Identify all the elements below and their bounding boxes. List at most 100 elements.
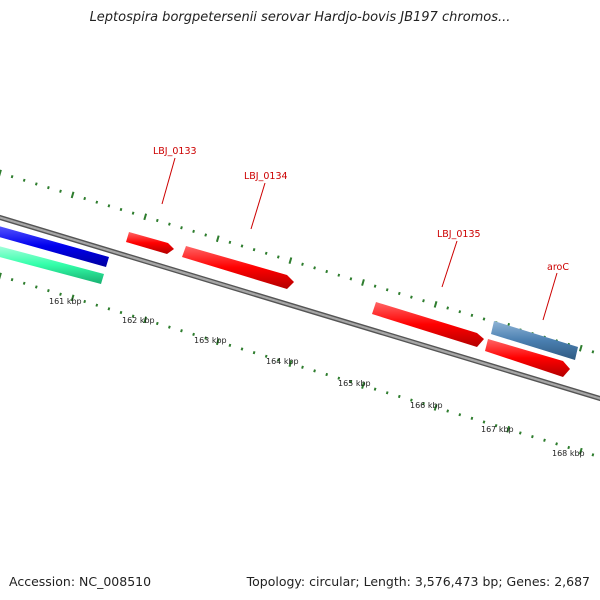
- upper-tick: [83, 196, 87, 201]
- ruler-label-167: 167 kbp: [481, 425, 514, 434]
- upper-tick: [410, 295, 413, 299]
- upper-tick: [228, 240, 232, 244]
- upper-tick: [482, 317, 486, 321]
- gene-LBJ_0133-arrow[interactable]: [126, 232, 174, 254]
- lower-tick: [422, 402, 425, 406]
- lower-tick: [458, 413, 462, 417]
- lower-tick: [567, 445, 571, 450]
- upper-tick: [385, 288, 389, 292]
- lower-tick: [47, 289, 50, 293]
- upper-tick: [70, 191, 75, 199]
- upper-tick: [240, 244, 244, 248]
- lower-tick: [168, 325, 171, 329]
- upper-tick: [337, 273, 341, 277]
- lower-tick: [240, 347, 244, 351]
- chromosome-title: Leptospira borgpetersenii serovar Hardjo…: [89, 10, 511, 25]
- upper-tick: [470, 313, 474, 317]
- upper-tick: [422, 299, 425, 303]
- upper-tick: [168, 222, 171, 226]
- lower-tick: [10, 278, 14, 282]
- lower-tick: [276, 358, 280, 362]
- gene-label-LBJ_0134[interactable]: LBJ_0134: [244, 171, 288, 182]
- upper-tick: [397, 291, 401, 296]
- upper-tick: [301, 262, 304, 266]
- upper-tick: [143, 213, 148, 221]
- lower-tick: [70, 294, 75, 302]
- leader-aroC: [542, 272, 558, 321]
- upper-tick: [591, 350, 595, 354]
- upper-tick: [10, 175, 14, 179]
- backbone-line: [0, 214, 600, 402]
- upper-tick: [34, 182, 38, 186]
- gene-aroC-arrow[interactable]: [485, 339, 570, 377]
- lower-tick: [555, 442, 558, 446]
- upper-tick: [131, 211, 135, 215]
- lower-tick: [349, 380, 353, 384]
- lower-tick: [119, 310, 123, 315]
- lower-tick: [482, 420, 486, 424]
- lower-tick: [410, 398, 413, 402]
- ruler-label-164: 164 kbp: [266, 357, 299, 366]
- ruler-label-163: 163 kbp: [194, 336, 227, 345]
- ruler-label-162: 162 kbp: [122, 316, 155, 325]
- accession-text: Accession: NC_008510: [9, 574, 152, 589]
- lower-tick: [591, 453, 595, 457]
- lower-tick: [313, 369, 316, 373]
- lower-tick: [215, 338, 220, 346]
- lower-tick: [252, 351, 256, 355]
- gene-label-LBJ_0133[interactable]: LBJ_0133: [153, 146, 197, 157]
- feature-blue[interactable]: [0, 225, 109, 267]
- lower-tick: [433, 404, 438, 411]
- gene-label-leaders: [161, 157, 558, 321]
- upper-tick: [288, 257, 293, 264]
- lower-tick: [494, 424, 498, 428]
- lower-tick: [518, 431, 522, 435]
- ruler-label-161: 161 kbp: [49, 297, 82, 306]
- lower-tick: [59, 292, 62, 296]
- gene-LBJ_0135-arrow[interactable]: [372, 302, 484, 347]
- lower-tick: [143, 316, 148, 324]
- upper-tick: [325, 269, 329, 274]
- upper-tick: [107, 204, 111, 208]
- upper-tick: [458, 310, 462, 314]
- ruler-label-168: 168 kbp: [552, 449, 585, 458]
- upper-tick: [95, 200, 99, 204]
- lower-tick: [83, 299, 87, 304]
- lower-tick: [131, 314, 135, 318]
- leader-LBJ_0133: [161, 157, 176, 205]
- gene-label-LBJ_0135[interactable]: LBJ_0135: [437, 229, 481, 240]
- upper-tick: [22, 178, 26, 182]
- upper-tick: [446, 306, 450, 310]
- lower-tick: [204, 336, 208, 340]
- lower-tick: [301, 365, 304, 369]
- lower-tick: [337, 376, 341, 380]
- topology-summary: Topology: circular; Length: 3,576,473 bp…: [246, 574, 590, 589]
- lower-tick: [95, 303, 99, 307]
- upper-tick: [276, 255, 280, 259]
- lower-tick: [361, 382, 365, 389]
- upper-tick: [313, 266, 316, 270]
- lower-tick: [288, 360, 293, 367]
- lower-tick: [325, 372, 329, 377]
- feature-teal[interactable]: [0, 245, 104, 284]
- upper-tick: [155, 218, 159, 223]
- lower-tick: [531, 435, 534, 439]
- gene-LBJ_0134-arrow[interactable]: [182, 246, 294, 289]
- upper-tick: [373, 284, 377, 288]
- lower-tick: [373, 387, 377, 391]
- feature-steelblue[interactable]: [491, 321, 578, 360]
- lower-tick: [155, 321, 159, 326]
- lower-tick: [397, 394, 401, 399]
- lower-tick: [470, 416, 474, 420]
- lower-tick: [107, 307, 111, 311]
- upper-tick: [192, 229, 195, 233]
- lower-tick: [264, 354, 268, 358]
- lower-tick: [192, 332, 195, 336]
- upper-tick: [204, 233, 208, 237]
- gene-label-aroC[interactable]: aroC: [547, 262, 569, 273]
- upper-tick: [349, 277, 353, 281]
- upper-tick: [433, 301, 438, 308]
- upper-tick: [578, 344, 583, 352]
